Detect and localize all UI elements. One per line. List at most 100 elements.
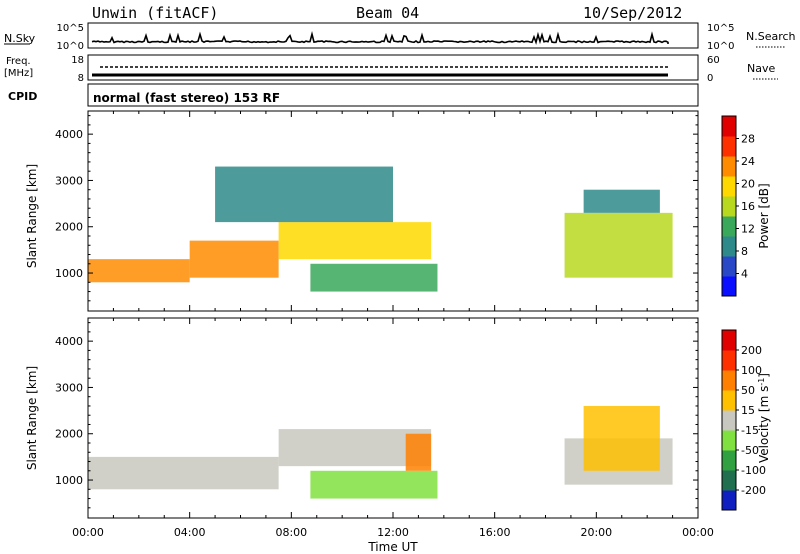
colorbar-tick-label-4: 20 bbox=[741, 178, 755, 191]
y-tick-label-3: 4000 bbox=[55, 128, 83, 141]
colorbar-swatch-6 bbox=[722, 156, 736, 177]
nsky-tick-bottom: 10^0 bbox=[57, 41, 84, 52]
velocity-colorbar-label-sup: -1 bbox=[757, 378, 766, 386]
colorbar-tick-label-1: 100 bbox=[741, 364, 762, 377]
colorbar-tick-label-0: 200 bbox=[741, 344, 762, 357]
x-tick-label-4: 16:00 bbox=[479, 526, 511, 539]
freq-panel: Freq. [MHz] 18 8 60 0 Nave bbox=[4, 54, 778, 84]
colorbar-swatch-5 bbox=[722, 390, 736, 411]
y-tick-label-2: 3000 bbox=[55, 381, 83, 394]
colorbar-tick-label-2: 12 bbox=[741, 223, 755, 236]
colorbar-swatch-1 bbox=[722, 256, 736, 277]
colorbar-swatch-3 bbox=[722, 430, 736, 451]
nsky-panel: N.Sky 10^5 10^0 10^5 10^0 N.Search bbox=[4, 22, 796, 52]
freq-label: Freq. bbox=[6, 56, 31, 67]
cpid-panel: CPID normal (fast stereo) 153 RF bbox=[8, 83, 699, 107]
data-region-6 bbox=[583, 189, 660, 213]
y-tick-label-0: 1000 bbox=[55, 474, 83, 487]
colorbar-swatch-2 bbox=[722, 450, 736, 471]
cpid-text: normal (fast stereo) 153 RF bbox=[93, 91, 280, 105]
colorbar-swatch-7 bbox=[722, 136, 736, 157]
data-region-1 bbox=[189, 240, 279, 278]
beam-title: Beam 04 bbox=[356, 4, 419, 22]
velocity-panel: 1000 2000 3000 4000 00:00 04:00 08:00 12:00 16:… bbox=[25, 317, 771, 554]
colorbar-swatch-0 bbox=[722, 276, 736, 297]
x-tick-label-5: 20:00 bbox=[580, 526, 612, 539]
x-tick-label-6: 00:00 bbox=[682, 526, 714, 539]
velocity-colorbar-label-end: ] bbox=[757, 373, 771, 378]
nsky-tick-top: 10^5 bbox=[57, 23, 84, 34]
velocity-ylabel: Slant Range [km] bbox=[25, 366, 39, 470]
x-tick-label-2: 08:00 bbox=[275, 526, 307, 539]
y-tick-label-2: 3000 bbox=[55, 174, 83, 187]
velocity-colorbar-label: Velocity [m s-1] bbox=[757, 373, 771, 463]
velocity-colorbar: 200 100 50 15 -15 -50 -100 -200 bbox=[721, 329, 766, 511]
colorbar-tick-label-0: 4 bbox=[741, 268, 748, 281]
y-tick-label-1: 2000 bbox=[55, 221, 83, 234]
freq-frame bbox=[87, 54, 699, 81]
colorbar-swatch-6 bbox=[722, 370, 736, 391]
freq-unit: [MHz] bbox=[4, 68, 33, 79]
colorbar-tick-label-6: -100 bbox=[741, 464, 766, 477]
colorbar-swatch-0 bbox=[722, 490, 736, 511]
velocity-colorbar-label-main: Velocity [m s bbox=[757, 386, 771, 463]
x-axis-label: Time UT bbox=[367, 540, 418, 554]
colorbar-swatch-1 bbox=[722, 470, 736, 491]
nave-label: Nave bbox=[747, 62, 775, 75]
x-tick-label-0: 00:00 bbox=[72, 526, 104, 539]
colorbar-tick-label-1: 8 bbox=[741, 245, 748, 258]
colorbar-tick-label-4: -15 bbox=[741, 424, 759, 437]
x-tick-label-3: 12:00 bbox=[377, 526, 409, 539]
colorbar-swatch-2 bbox=[722, 236, 736, 257]
data-region-3 bbox=[405, 433, 432, 471]
colorbar-tick-label-3: 16 bbox=[741, 200, 755, 213]
nsky-frame bbox=[87, 22, 699, 49]
data-region-5 bbox=[564, 212, 673, 278]
colorbar-tick-label-7: -200 bbox=[741, 484, 766, 497]
colorbar-tick-label-2: 50 bbox=[741, 384, 755, 397]
data-region-0 bbox=[88, 456, 279, 490]
power-x-ticks bbox=[87, 111, 699, 311]
colorbar-swatch-8 bbox=[722, 330, 736, 351]
freq-tick-top: 18 bbox=[71, 55, 84, 66]
colorbar-swatch-4 bbox=[722, 410, 736, 431]
power-panel: 1000 2000 3000 4000 Slant Range [km] 4 8 12 16… bbox=[25, 110, 771, 312]
colorbar-swatch-3 bbox=[722, 216, 736, 237]
colorbar-swatch-4 bbox=[722, 196, 736, 217]
power-colorbar-label: Power [dB] bbox=[757, 183, 771, 248]
colorbar-swatch-8 bbox=[722, 116, 736, 137]
data-region-2 bbox=[278, 222, 432, 260]
colorbar-tick-label-3: 15 bbox=[741, 404, 755, 417]
date-title: 10/Sep/2012 bbox=[583, 4, 682, 22]
colorbar-frame bbox=[721, 329, 737, 511]
y-tick-label-1: 2000 bbox=[55, 428, 83, 441]
nsky-label: N.Sky bbox=[4, 32, 36, 45]
colorbar-swatch-5 bbox=[722, 176, 736, 197]
velocity-y-ticks: 1000 2000 3000 4000 bbox=[55, 322, 698, 509]
cpid-label: CPID bbox=[8, 90, 37, 103]
cpid-frame bbox=[87, 83, 699, 107]
data-region-0 bbox=[88, 259, 190, 283]
colorbar-swatch-7 bbox=[722, 350, 736, 371]
y-tick-label-0: 1000 bbox=[55, 267, 83, 280]
data-region-4 bbox=[215, 166, 393, 223]
power-ylabel: Slant Range [km] bbox=[25, 164, 39, 268]
nsearch-label: N.Search bbox=[746, 30, 796, 43]
power-colorbar: 4 8 12 16 20 24 28 bbox=[721, 115, 755, 297]
data-region-2 bbox=[310, 470, 438, 499]
colorbar-tick-label-6: 28 bbox=[741, 133, 755, 146]
nsearch-tick-top: 10^5 bbox=[707, 23, 734, 34]
nave-tick-bottom: 0 bbox=[707, 73, 713, 84]
data-region-3 bbox=[310, 263, 438, 292]
freq-tick-bottom: 8 bbox=[78, 73, 84, 84]
power-data-layer bbox=[88, 166, 673, 292]
velocity-x-ticks: 00:00 04:00 08:00 12:00 16:00 20:00 00:00 bbox=[72, 318, 714, 539]
x-tick-label-1: 04:00 bbox=[174, 526, 206, 539]
nsearch-tick-bottom: 10^0 bbox=[707, 41, 734, 52]
nave-tick-top: 60 bbox=[707, 55, 720, 66]
y-tick-label-3: 4000 bbox=[55, 335, 83, 348]
velocity-data-layer bbox=[88, 405, 673, 499]
data-region-5 bbox=[583, 405, 660, 471]
nsky-trace bbox=[91, 31, 669, 45]
